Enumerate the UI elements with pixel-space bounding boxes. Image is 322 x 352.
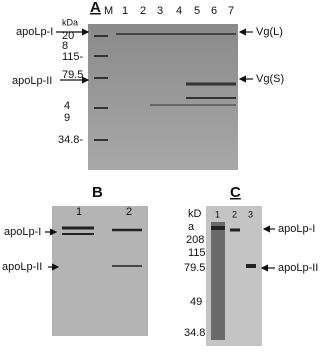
marker-label: 115 [188,247,206,259]
band-label: apoLp-II [12,75,52,87]
band-label: apoLp-I [16,26,53,38]
panel-label: B [92,184,103,201]
marker-label: 49 [190,296,202,308]
marker-label: 4 [64,100,70,112]
band-label: Vg(S) [256,73,284,85]
lane-label: 2 [232,209,237,219]
marker-label: 34.8- [58,134,83,146]
marker-label: 79.5 [184,262,205,274]
marker-label: 9 [64,112,70,124]
bands-c [211,222,256,340]
lane-label: 1 [122,5,128,17]
panel-label: A [90,0,101,16]
lane-label: 4 [176,5,182,17]
unit-label: kDa [62,17,78,27]
lane-label: 3 [157,5,163,17]
band-label: Vg(L) [256,26,283,38]
band-label: apoLp-I [278,223,315,235]
panel-label: C [230,184,241,201]
lane-label: 2 [140,5,146,17]
lane-label: 3 [248,209,253,219]
arrows-a [56,28,253,84]
bands-b [62,226,142,267]
unit-label: kD [188,208,202,220]
lane-label: 1 [215,209,220,219]
marker-label: 115- [62,51,84,63]
gel-b [52,206,148,336]
lane-label: 2 [126,206,132,218]
lane-label: 7 [228,5,234,17]
lane-label: M [104,5,113,17]
marker-label: 20 [62,30,74,42]
marker-label: 79.5 [62,69,83,81]
lane-label: 1 [76,206,82,218]
unit-label: a [188,221,195,233]
marker-label: 208 [186,234,204,246]
band-label: apoLp-II [2,261,42,273]
marker-label: 34.8 [184,327,205,339]
arrows-b [45,228,60,271]
bands-a [94,33,236,141]
arrows-c [260,225,275,272]
band-label: apoLp-I [4,226,41,238]
lane-label: 5 [194,5,200,17]
lane-label: 6 [211,5,217,17]
band-label: apoLp-II [278,262,318,274]
marker-label: 8 [62,40,68,52]
